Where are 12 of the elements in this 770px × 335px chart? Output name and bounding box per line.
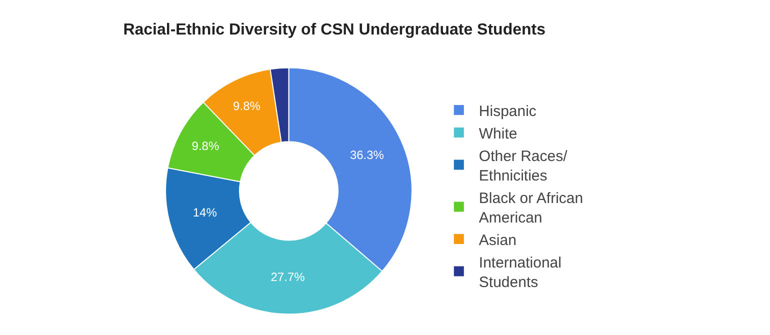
data-label: 14% <box>192 205 218 220</box>
data-label: 36.3% <box>350 148 384 162</box>
legend-label: Black or African American <box>478 190 584 226</box>
chart-title: Racial-Ethnic Diversity of CSN Undergraduate Students <box>123 22 546 39</box>
legend-label: Other Races/ Ethnicities <box>478 148 568 184</box>
data-label: 9.8% <box>192 138 220 153</box>
data-label: 9.8% <box>233 99 261 114</box>
data-label: 27.7% <box>270 270 306 284</box>
legend-label: White <box>478 125 518 142</box>
legend-label: International Students <box>478 254 562 291</box>
legend-label: Asian <box>478 232 516 249</box>
legend-label: Hispanic <box>478 102 537 120</box>
